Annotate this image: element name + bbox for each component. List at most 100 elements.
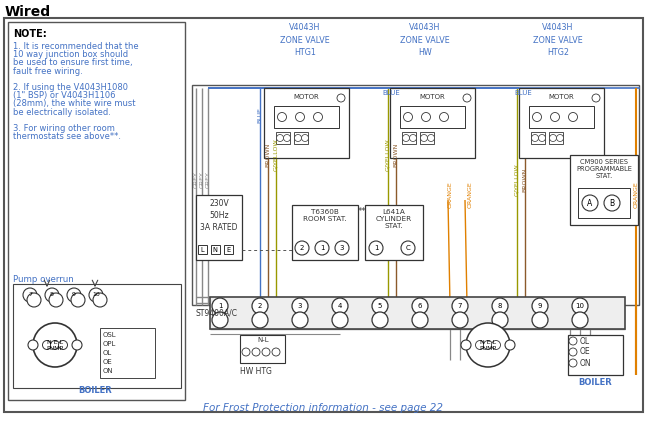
Text: PUMP: PUMP — [479, 346, 496, 352]
Bar — [390, 88, 475, 158]
Circle shape — [556, 135, 564, 141]
Text: 3: 3 — [340, 245, 344, 251]
Circle shape — [283, 135, 291, 141]
Text: BROWN: BROWN — [393, 143, 399, 167]
Bar — [529, 106, 594, 128]
Text: 2. If using the V4043H1080: 2. If using the V4043H1080 — [13, 83, 128, 92]
Circle shape — [412, 312, 428, 328]
Text: BOILER: BOILER — [78, 386, 112, 395]
Circle shape — [45, 288, 59, 302]
Text: BLUE: BLUE — [382, 90, 400, 96]
Text: 9: 9 — [538, 303, 542, 309]
Text: OE: OE — [103, 359, 113, 365]
Bar — [519, 88, 604, 158]
Circle shape — [28, 340, 38, 350]
Bar — [196, 195, 242, 260]
Bar — [100, 328, 155, 378]
Bar — [420, 132, 434, 144]
Circle shape — [49, 293, 63, 307]
Text: BROWN: BROWN — [265, 143, 270, 167]
Text: L641A
CYLINDER
STAT.: L641A CYLINDER STAT. — [376, 209, 412, 229]
Text: MOTOR: MOTOR — [419, 94, 445, 100]
Text: CM900 SERIES
PROGRAMMABLE
STAT.: CM900 SERIES PROGRAMMABLE STAT. — [576, 159, 632, 179]
Circle shape — [292, 312, 308, 328]
Text: 9: 9 — [72, 292, 76, 298]
Circle shape — [296, 113, 305, 122]
Circle shape — [23, 288, 37, 302]
Text: A: A — [587, 198, 593, 208]
Circle shape — [492, 312, 508, 328]
Bar — [568, 335, 623, 375]
Bar — [211, 245, 220, 254]
Circle shape — [314, 113, 322, 122]
Text: 4: 4 — [338, 303, 342, 309]
Circle shape — [452, 298, 468, 314]
Circle shape — [212, 298, 228, 314]
Text: GREY: GREY — [199, 172, 204, 189]
Circle shape — [252, 312, 268, 328]
Circle shape — [67, 288, 81, 302]
Circle shape — [410, 135, 417, 141]
Circle shape — [272, 348, 280, 356]
Text: ST9400A/C: ST9400A/C — [196, 308, 238, 317]
Circle shape — [505, 340, 515, 350]
Text: For Frost Protection information - see page 22: For Frost Protection information - see p… — [203, 403, 443, 413]
Bar — [276, 132, 290, 144]
Circle shape — [276, 135, 283, 141]
Circle shape — [532, 113, 542, 122]
Bar — [549, 132, 563, 144]
Circle shape — [252, 298, 268, 314]
Text: 7: 7 — [457, 303, 462, 309]
Circle shape — [72, 340, 82, 350]
Text: PUMP: PUMP — [47, 346, 63, 352]
Text: (28mm), the white wire must: (28mm), the white wire must — [13, 100, 135, 108]
Bar — [570, 155, 638, 225]
Text: fault free wiring.: fault free wiring. — [13, 67, 83, 76]
Text: GREY: GREY — [193, 172, 199, 189]
Circle shape — [569, 113, 578, 122]
Text: 1. It is recommended that the: 1. It is recommended that the — [13, 42, 138, 51]
Circle shape — [483, 341, 492, 349]
Text: 3. For wiring other room: 3. For wiring other room — [13, 124, 115, 133]
Circle shape — [492, 341, 501, 349]
Circle shape — [592, 94, 600, 102]
Circle shape — [439, 113, 448, 122]
Text: L: L — [200, 246, 204, 252]
Text: N E L: N E L — [47, 340, 63, 344]
Text: 5: 5 — [378, 303, 382, 309]
Circle shape — [335, 241, 349, 255]
Bar — [400, 106, 465, 128]
Text: ORANGE: ORANGE — [448, 181, 452, 208]
Circle shape — [461, 340, 471, 350]
Text: G/YELLOW: G/YELLOW — [386, 139, 391, 171]
Circle shape — [572, 312, 588, 328]
Text: V4043H
ZONE VALVE
HW: V4043H ZONE VALVE HW — [400, 23, 450, 57]
Bar — [8, 22, 185, 400]
Text: 230V
50Hz
3A RATED: 230V 50Hz 3A RATED — [201, 199, 237, 232]
Text: 8: 8 — [498, 303, 502, 309]
Text: BROWN: BROWN — [523, 168, 527, 192]
Circle shape — [89, 288, 103, 302]
Text: ORANGE: ORANGE — [468, 181, 472, 208]
Bar — [402, 132, 416, 144]
Circle shape — [549, 135, 556, 141]
Circle shape — [428, 135, 435, 141]
Bar — [13, 284, 181, 388]
Text: Wired: Wired — [5, 5, 51, 19]
Circle shape — [369, 241, 383, 255]
Circle shape — [572, 298, 588, 314]
Bar — [264, 88, 349, 158]
Circle shape — [302, 135, 309, 141]
Circle shape — [404, 113, 413, 122]
Text: C: C — [406, 245, 410, 251]
Text: 10: 10 — [575, 303, 584, 309]
Circle shape — [315, 241, 329, 255]
Text: 1: 1 — [374, 245, 378, 251]
Text: 3: 3 — [298, 303, 302, 309]
Circle shape — [332, 298, 348, 314]
Text: be electrically isolated.: be electrically isolated. — [13, 108, 111, 116]
Bar — [365, 205, 423, 260]
Bar — [292, 205, 358, 260]
Circle shape — [372, 298, 388, 314]
Text: 1: 1 — [320, 245, 324, 251]
